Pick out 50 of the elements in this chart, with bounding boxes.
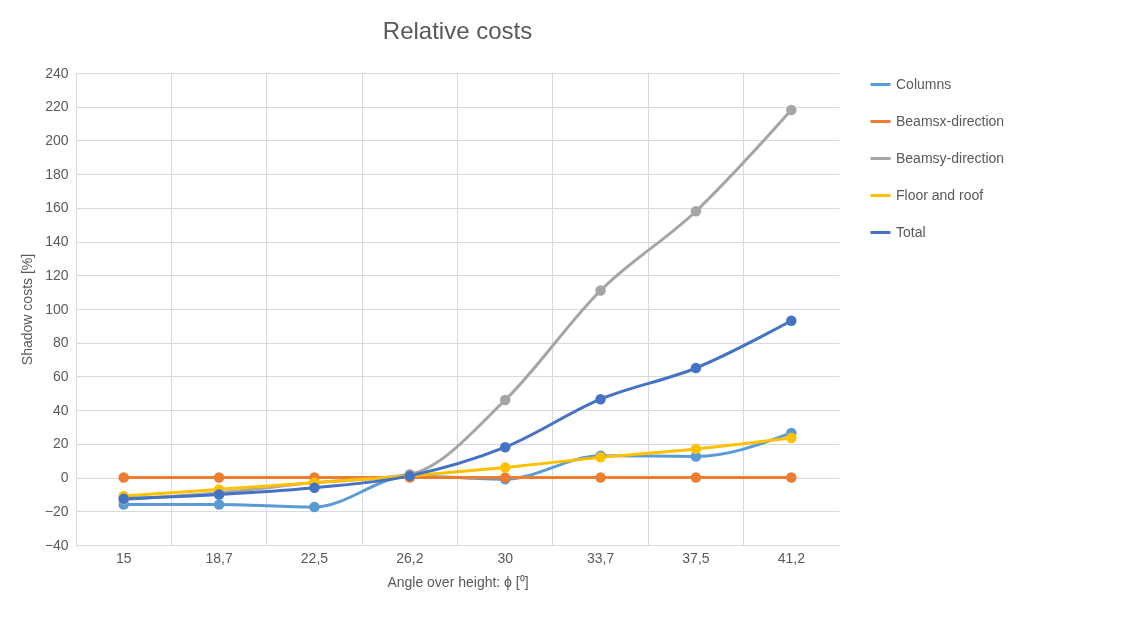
point bbox=[786, 432, 797, 444]
point bbox=[595, 285, 606, 296]
y-tick-label: −20 bbox=[44, 502, 69, 519]
legend-label: Floor and roof bbox=[896, 186, 984, 203]
y-tick-label: 0 bbox=[60, 469, 69, 486]
y-tick-label: 200 bbox=[45, 131, 69, 148]
point bbox=[213, 499, 225, 510]
x-tick-label: 26,2 bbox=[396, 549, 424, 566]
point bbox=[786, 104, 797, 116]
point bbox=[595, 393, 606, 405]
y-tick-label: 220 bbox=[45, 98, 69, 115]
point bbox=[309, 501, 320, 513]
point bbox=[786, 315, 797, 327]
y-tick-label: 60 bbox=[52, 367, 69, 384]
y-tick-label: 140 bbox=[45, 233, 69, 250]
point bbox=[118, 472, 129, 483]
point bbox=[690, 472, 702, 483]
y-tick-label: 180 bbox=[45, 165, 69, 182]
y-tick-label: 20 bbox=[52, 435, 69, 452]
legend-label: Columns bbox=[896, 75, 952, 92]
x-tick-label: 18,7 bbox=[205, 549, 233, 566]
point bbox=[213, 472, 225, 483]
legend-label: Beamsy-direction bbox=[896, 149, 1005, 166]
x-tick-label: 22,5 bbox=[300, 549, 329, 566]
x-tick-label: 30 bbox=[497, 549, 514, 566]
point bbox=[499, 462, 511, 473]
point bbox=[690, 362, 702, 374]
x-tick-label: 37,5 bbox=[682, 549, 710, 566]
y-tick-label: 80 bbox=[52, 334, 69, 351]
y-tick-label: −40 bbox=[44, 536, 69, 553]
y-tick-label: 240 bbox=[45, 64, 69, 81]
point bbox=[786, 472, 797, 483]
point bbox=[595, 472, 606, 483]
point bbox=[499, 441, 511, 453]
legend-label: Total bbox=[896, 223, 926, 240]
y-tick-label: 100 bbox=[45, 300, 69, 317]
chart-title: Relative costs bbox=[382, 17, 533, 44]
x-axis-title: Angle over height: ϕ [⁰] bbox=[387, 573, 529, 590]
y-tick-label: 160 bbox=[45, 199, 69, 216]
y-tick-label: 120 bbox=[45, 266, 69, 283]
point bbox=[690, 443, 702, 455]
legend-label: Beamsx-direction bbox=[896, 112, 1005, 129]
y-axis-title: Shadow costs [%] bbox=[18, 253, 35, 366]
x-tick-label: 15 bbox=[115, 549, 132, 566]
x-tick-label: 33,7 bbox=[586, 549, 615, 566]
x-tick-label: 41,2 bbox=[777, 549, 806, 566]
point bbox=[309, 482, 320, 493]
y-tick-label: 40 bbox=[52, 401, 69, 418]
point bbox=[690, 205, 702, 217]
point bbox=[499, 394, 511, 406]
